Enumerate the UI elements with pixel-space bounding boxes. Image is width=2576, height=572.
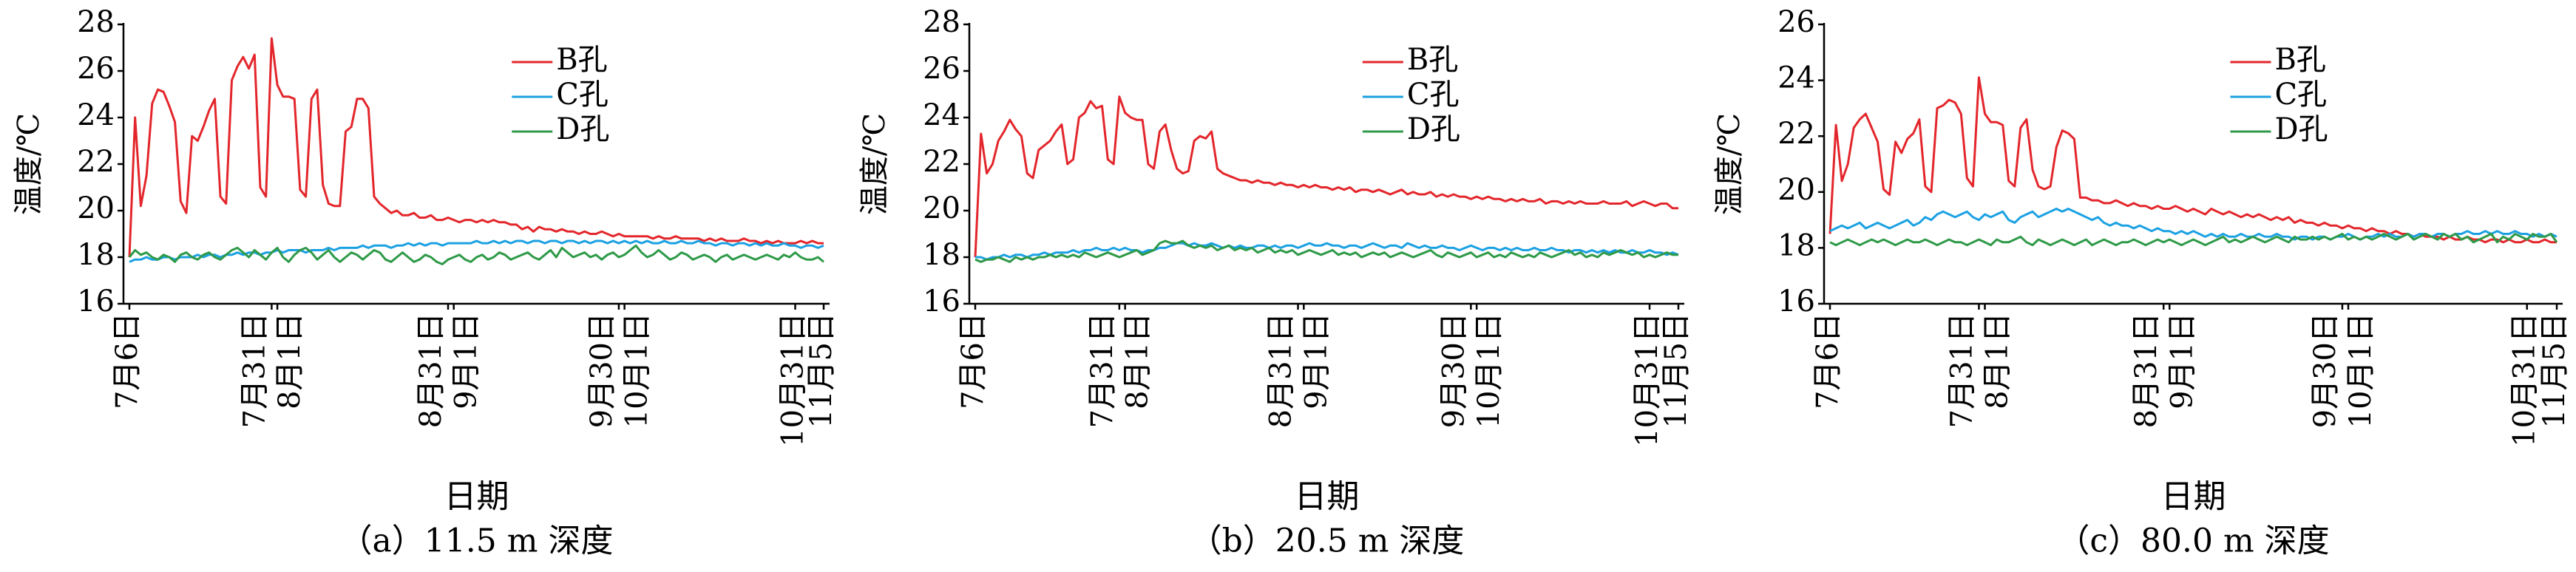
x-axis-label: 日期 [1295, 478, 1360, 516]
data-line [975, 239, 1678, 263]
y-tick-label: 28 [923, 5, 960, 39]
x-tick-label: 9月1日 [450, 313, 484, 409]
x-tick-label: 10月31日 [2508, 313, 2542, 447]
legend-label: D孔 [1407, 112, 1460, 146]
data-line [1829, 233, 2558, 247]
y-tick-label: 18 [77, 238, 115, 272]
chart: 16 18 20 22 24 26 28 7月6日 7月31日 8月1日 8月31日 9月1日 9月30… [12, 5, 838, 560]
y-tick-label: 22 [923, 145, 960, 179]
y-tick-label: 20 [1777, 173, 1815, 207]
legend-label: B孔 [556, 43, 607, 77]
x-tick-label: 7月31日 [237, 313, 271, 428]
y-tick-label: 26 [1777, 5, 1815, 39]
data-line [975, 242, 1679, 261]
caption: （a）11.5 m 深度 [340, 522, 614, 560]
y-tick-label: 28 [77, 5, 115, 39]
y-axis-label: 温度/℃ [858, 113, 892, 215]
x-tick-label: 9月30日 [2308, 313, 2342, 428]
y-axis-label: 温度/℃ [12, 113, 46, 215]
y-tick-label: 24 [1777, 61, 1815, 95]
x-tick-label: 8月31日 [414, 313, 448, 428]
y-tick-label: 24 [77, 98, 115, 132]
x-tick-label: 8月31日 [2129, 313, 2163, 428]
data-line [974, 95, 1678, 258]
y-tick-label: 18 [923, 238, 960, 272]
y-tick-label: 20 [77, 191, 115, 225]
x-tick-label: 8月1日 [1980, 313, 2014, 409]
legend-label: C孔 [1407, 78, 1460, 112]
x-axis-label: 日期 [444, 478, 509, 516]
x-tick-label: 10月31日 [1630, 313, 1664, 447]
y-tick-label: 16 [77, 285, 115, 319]
x-tick-label: 8月31日 [1264, 313, 1298, 428]
x-tick-label: 9月30日 [1437, 313, 1471, 428]
legend-label: D孔 [2274, 112, 2328, 146]
legend-label: C孔 [556, 78, 609, 112]
x-tick-label: 7月31日 [1945, 313, 1979, 428]
data-line [1828, 76, 2557, 244]
legend-label: B孔 [1407, 43, 1458, 77]
y-tick-label: 24 [923, 98, 960, 132]
x-tick-label: 9月1日 [1299, 313, 1333, 409]
x-tick-label: 10月1日 [620, 313, 654, 428]
legend-label: C孔 [2274, 78, 2327, 112]
x-tick-label: 7月6日 [956, 313, 990, 409]
x-tick-label: 7月6日 [110, 313, 144, 409]
caption: （c）80.0 m 深度 [2057, 522, 2329, 560]
y-tick-label: 20 [923, 191, 960, 225]
x-axis-label: 日期 [2161, 478, 2226, 516]
legend-label: D孔 [556, 112, 609, 146]
y-tick-label: 16 [1777, 285, 1815, 319]
x-tick-label: 7月6日 [1811, 313, 1845, 409]
x-tick-label: 10月1日 [1472, 313, 1506, 428]
y-axis-label: 温度/℃ [1712, 113, 1746, 215]
y-tick-label: 22 [1777, 117, 1815, 151]
y-tick-label: 22 [77, 145, 115, 179]
x-tick-label: 10月1日 [2344, 313, 2378, 428]
x-tick-label: 8月1日 [1121, 313, 1155, 409]
y-tick-label: 26 [77, 52, 115, 86]
x-tick-label: 10月31日 [776, 313, 810, 447]
x-tick-label: 8月1日 [273, 313, 307, 409]
legend-label: B孔 [2274, 43, 2325, 77]
x-tick-label: 7月31日 [1085, 313, 1119, 428]
x-tick-label: 11月5日 [2538, 313, 2572, 428]
chart: 16 18 20 22 24 26 28 7月6日 7月31日 8月1日 8月31日 9月1日 9月30… [858, 5, 1693, 560]
caption: （b）20.5 m 深度 [1190, 522, 1465, 560]
x-tick-label: 11月5日 [1659, 313, 1693, 428]
y-tick-label: 18 [1777, 228, 1815, 262]
y-tick-label: 26 [923, 52, 960, 86]
data-line [128, 244, 824, 265]
data-line [1829, 208, 2558, 241]
data-line [128, 37, 824, 258]
x-tick-label: 11月5日 [804, 313, 838, 428]
x-tick-label: 9月1日 [2165, 313, 2199, 409]
x-tick-label: 9月30日 [585, 313, 619, 428]
y-tick-label: 16 [923, 285, 960, 319]
